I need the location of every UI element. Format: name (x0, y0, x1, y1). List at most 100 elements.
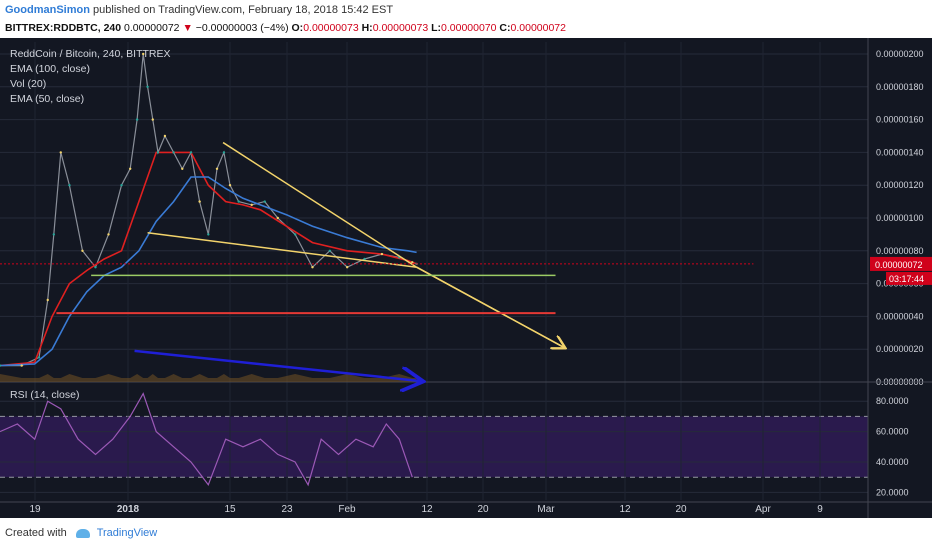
legend-ema100: EMA (100, close) (10, 63, 90, 75)
footer: Created with TradingView (5, 527, 157, 539)
price-point (380, 252, 384, 256)
low-label: L: (431, 22, 442, 34)
y-tick-label: 0.00000020 (876, 344, 924, 354)
x-tick-label: 23 (281, 504, 293, 515)
price-point (207, 233, 210, 236)
price-point (0, 364, 2, 367)
legend-title: ReddCoin / Bitcoin, 240, BITTREX (10, 48, 171, 60)
rsi-tick-label: 20.0000 (876, 487, 909, 497)
x-tick-label: Mar (537, 504, 555, 515)
volume-area (0, 374, 417, 382)
price-point (20, 364, 23, 367)
price-point (59, 151, 62, 154)
x-tick-label: Feb (338, 504, 356, 515)
price-point (215, 167, 219, 170)
countdown-badge (886, 271, 932, 285)
price-point (172, 151, 175, 154)
price-point (68, 184, 71, 187)
price-point (151, 118, 154, 121)
ema100-line (0, 176, 417, 367)
countdown-label: 03:17:44 (889, 274, 924, 284)
price-point (293, 233, 297, 236)
low-value: 0.00000070 (441, 22, 497, 34)
price-point (46, 298, 49, 302)
price-point (263, 200, 266, 203)
x-tick-label: 20 (477, 504, 489, 515)
price-point (52, 233, 56, 236)
x-tick-label: Apr (755, 504, 771, 515)
price-point (228, 184, 232, 187)
price-point (311, 266, 314, 269)
price-chart[interactable]: 0.00000200 0.00000180 0.00000160 0.00000140… (0, 38, 932, 518)
price-point (181, 167, 184, 170)
wedge-upper-line (222, 141, 418, 268)
price-point (156, 151, 160, 154)
last-price: 0.00000072 (124, 22, 180, 34)
high-label: H: (361, 22, 373, 34)
price-point (81, 249, 84, 252)
price-point (237, 200, 240, 203)
y-tick-label: 0.00000160 (876, 115, 924, 125)
publish-line: GoodmanSimon published on TradingView.co… (5, 4, 393, 16)
wedge-lower-line (147, 232, 417, 268)
y-tick-label: 0.00000200 (876, 49, 924, 59)
price-point (120, 184, 123, 187)
rsi-tick-label: 80.0000 (876, 396, 909, 406)
symbol-label: BITTREX:RDDBTC, 240 (5, 22, 122, 34)
x-tick-label: 9 (817, 504, 823, 515)
legend-ema50: EMA (50, close) (10, 93, 84, 105)
open-value: 0.00000073 (303, 22, 359, 34)
close-label: C: (499, 22, 511, 34)
price-point (198, 200, 201, 203)
wedge-arrow-2 (416, 266, 565, 347)
price-point (328, 249, 332, 252)
price-point (37, 356, 41, 359)
high-value: 0.00000073 (372, 22, 429, 34)
y-tick-label: 0.00000180 (876, 82, 924, 92)
y-tick-label: 0.00000080 (876, 246, 924, 256)
close-value: 0.00000072 (510, 22, 566, 34)
rsi-tick-label: 60.0000 (876, 427, 909, 437)
y-tick-label: 0.00000140 (876, 147, 924, 157)
price-point (363, 257, 366, 261)
y-tick-label: 0.00000100 (876, 213, 924, 223)
rsi-line (0, 392, 413, 487)
price-point (129, 167, 132, 170)
rsi-band (0, 416, 868, 478)
price-point (146, 85, 149, 88)
y-tick-label: 0.00000040 (876, 311, 924, 321)
price-badge (870, 256, 932, 271)
price-point (163, 134, 167, 138)
legend-rsi: RSI (14, close) (10, 389, 79, 401)
price-point (107, 233, 110, 236)
price-point (346, 266, 349, 269)
price-point (189, 151, 193, 154)
price-point (135, 118, 139, 121)
price-change: −0.00000003 (−4%) (195, 22, 289, 34)
publish-info: published on TradingView.com, February 1… (93, 4, 394, 16)
price-badge-label: 0.00000072 (875, 260, 923, 270)
x-tick-label: 2018 (117, 504, 140, 515)
down-arrow-icon: ▼ (182, 22, 193, 34)
ohlc-line: BITTREX:RDDBTC, 240 0.00000072 ▼ −0.0000… (5, 22, 566, 34)
price-point (222, 151, 226, 154)
price-point (411, 261, 414, 264)
x-tick-label: 20 (675, 504, 687, 515)
x-tick-label: 19 (29, 504, 41, 515)
x-tick-label: 12 (421, 504, 433, 515)
y-tick-label: 0.00000120 (876, 180, 924, 190)
price-point (276, 216, 279, 220)
tradingview-link[interactable]: TradingView (96, 527, 158, 539)
legend-vol: Vol (20) (10, 78, 46, 90)
x-tick-label: 15 (224, 504, 236, 515)
tradingview-logo-icon (75, 528, 90, 538)
price-point (250, 203, 253, 207)
price-point (94, 266, 97, 269)
volume-down-arrow (134, 349, 421, 381)
rsi-tick-label: 40.0000 (876, 457, 909, 467)
created-with-label: Created with (5, 527, 67, 539)
price-point (142, 52, 145, 56)
author-link[interactable]: GoodmanSimon (5, 4, 90, 16)
x-tick-label: 12 (619, 504, 631, 515)
open-label: O: (291, 22, 304, 34)
